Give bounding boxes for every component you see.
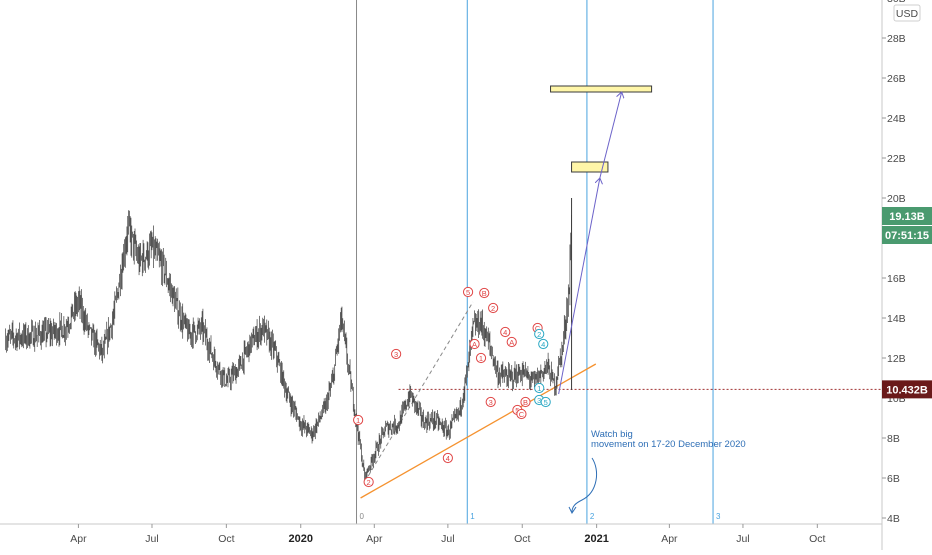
target-zones [550, 85, 653, 173]
y-tick-24B: 24B [887, 113, 906, 125]
countdown-label: 07:51:15 [885, 230, 929, 242]
y-tick-30B: 30B [887, 0, 906, 5]
countdown-tag [882, 226, 932, 244]
wave-label-circle-2 [391, 348, 402, 360]
x-tick-7: 2021 [584, 533, 608, 545]
wave-label-circle-1 [363, 476, 374, 488]
wave-label-4: 5 [466, 288, 470, 297]
wave-label-circle-7 [469, 338, 480, 350]
wave-label-11: A [509, 338, 514, 347]
wave-label-circle-11 [506, 336, 517, 348]
y-tick-28B: 28B [887, 33, 906, 45]
projection-arrows [558, 92, 622, 395]
wave-label-circle-3 [442, 452, 453, 464]
wave-label-circle-18 [534, 382, 545, 394]
wave-label-18: 1 [537, 384, 541, 393]
y-tick-14B: 14B [887, 313, 906, 325]
annotation-line-2: movement on 17-20 December 2020 [591, 439, 746, 450]
wave-label-circle-4 [462, 286, 474, 298]
x-tick-5: Jul [441, 533, 454, 545]
annotation-curly-arrow [571, 457, 598, 513]
wave-label-8: 1 [479, 354, 483, 363]
wave-label-10: 4 [503, 328, 507, 337]
wave-label-7: A [472, 340, 477, 349]
projection-arrow-1 [558, 178, 600, 395]
trendlines [360, 301, 597, 499]
vertical-line-label-0: 0 [360, 512, 365, 521]
wave-label-circle-13 [516, 408, 527, 420]
support-trendline [360, 363, 597, 499]
wave-label-circle-14 [520, 396, 531, 408]
annotation-line-1: Watch big [591, 429, 633, 440]
x-tick-1: Jul [145, 533, 158, 545]
wave-label-15: C [535, 324, 541, 333]
price-series [5, 198, 573, 483]
x-tick-3: 2020 [288, 533, 312, 545]
axes: 4B6B8B10B12B14B16B18B20B22B24B26B28B30BA… [0, 0, 921, 550]
wave-label-1: 2 [367, 478, 371, 487]
current-value-tag [882, 207, 932, 225]
wave-label-circle-9 [485, 396, 496, 408]
x-tick-9: Jul [736, 533, 749, 545]
wave-label-2: 3 [394, 350, 398, 359]
annotation-arrowhead [568, 506, 577, 514]
wave-label-12: 5 [515, 406, 519, 415]
vertical-line-label-2: 2 [590, 512, 595, 521]
x-tick-4: Apr [366, 533, 383, 545]
wave-label-5: B [482, 289, 487, 298]
dashed-wave-line [364, 301, 474, 483]
wave-label-circle-20 [540, 396, 551, 408]
wave-label-circle-5 [479, 287, 490, 299]
y-tick-20B: 20B [887, 193, 906, 205]
wave-label-circle-10 [500, 326, 511, 338]
x-tick-6: Oct [514, 533, 530, 545]
wave-label-17: 4 [541, 340, 545, 349]
wave-label-circle-6 [488, 302, 499, 314]
x-tick-10: Oct [809, 533, 825, 545]
wave-label-circle-17 [538, 338, 549, 350]
target-zone-2 [550, 85, 653, 93]
currency-box [893, 4, 921, 22]
level-value-label: 10.432B [886, 384, 928, 396]
level-value-tag [882, 380, 932, 399]
wave-label-0: 1 [356, 416, 360, 425]
y-tick-26B: 26B [887, 73, 906, 85]
wave-label-9: 3 [489, 398, 493, 407]
x-tick-0: Apr [70, 533, 87, 545]
current-value-label: 19.13B [889, 211, 925, 223]
vertical-line-label-1: 1 [470, 512, 475, 521]
y-tick-16B: 16B [887, 273, 906, 285]
wave-label-circle-8 [475, 352, 487, 364]
target-zone-1 [571, 161, 609, 173]
wave-label-14: B [523, 398, 528, 407]
price-tags: 19.13B 07:51:15 10.432B [882, 207, 932, 399]
x-tick-2: Oct [218, 533, 234, 545]
wave-label-19: 3 [537, 396, 541, 405]
y-tick-22B: 22B [887, 153, 906, 165]
currency-label: USD [896, 8, 919, 20]
wave-label-6: 2 [491, 304, 495, 313]
projection-arrow-2 [599, 92, 622, 179]
vertical-line-label-3: 3 [716, 512, 721, 521]
y-tick-8B: 8B [887, 433, 900, 445]
wave-label-circle-0 [353, 414, 364, 426]
y-tick-4B: 4B [887, 513, 900, 525]
y-tick-6B: 6B [887, 473, 900, 485]
wave-label-20: 5 [544, 398, 548, 407]
x-tick-8: Apr [661, 533, 678, 545]
wave-label-3: 4 [446, 454, 450, 463]
y-tick-12B: 12B [887, 353, 906, 365]
wave-label-13: C [519, 410, 525, 419]
wave-label-16: 2 [537, 330, 541, 339]
wave-label-circle-16 [534, 328, 545, 340]
